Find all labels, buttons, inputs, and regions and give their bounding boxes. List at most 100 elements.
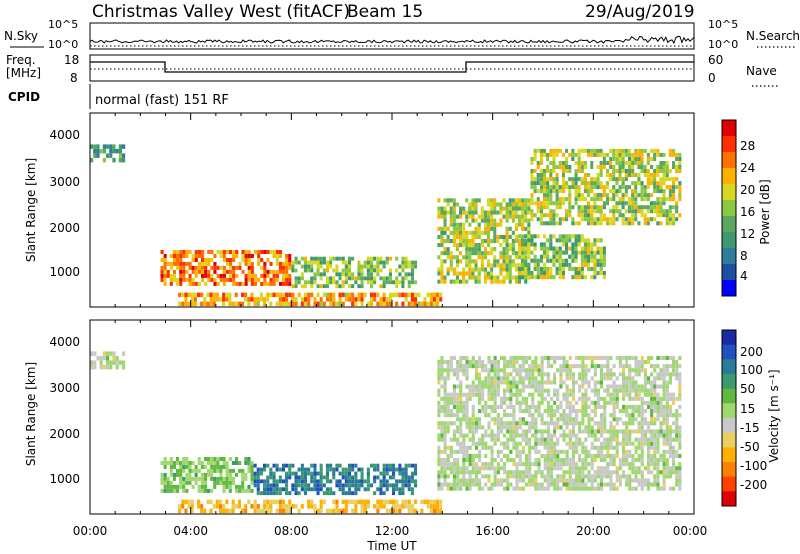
velocity-cell-4 [543, 388, 547, 393]
power-cell-1 [269, 250, 273, 254]
velocity-cell-4 [556, 474, 560, 479]
power-cell-6 [678, 157, 682, 161]
velocity-cell-4 [528, 409, 532, 414]
power-cell-5 [574, 234, 578, 239]
velocity-cell-4 [481, 433, 485, 438]
power-cell-6 [621, 197, 625, 202]
velocity-cbar-tick-200: 200 [740, 345, 763, 359]
velocity-cell-0 [96, 355, 100, 361]
power-cell-6 [659, 189, 663, 194]
power-cell-5 [599, 246, 603, 251]
velocity-cell-4 [612, 404, 616, 409]
power-cell-6 [665, 165, 669, 169]
velocity-cell-4 [656, 400, 660, 405]
velocity-cell-4 [437, 433, 441, 438]
velocity-cell-4 [471, 462, 475, 467]
velocity-cell-4 [631, 396, 635, 401]
power-cell-6 [602, 165, 606, 169]
power-cell-6 [631, 173, 635, 177]
power-cell-4 [518, 275, 522, 280]
velocity-cell-4 [456, 372, 460, 377]
power-cell-4 [452, 267, 456, 272]
velocity-cell-3 [423, 499, 427, 505]
velocity-cell-2 [303, 491, 307, 496]
velocity-cell-2 [300, 479, 304, 484]
power-cell-4 [449, 279, 453, 284]
velocity-cell-4 [618, 466, 622, 471]
power-cell-5 [530, 250, 534, 255]
power-cell-4 [455, 243, 459, 248]
power-cell-3 [366, 301, 370, 307]
velocity-cell-2 [404, 463, 408, 468]
velocity-cell-3 [319, 508, 323, 514]
velocity-cell-4 [540, 384, 544, 389]
power-cell-5 [568, 262, 572, 267]
power-cell-4 [455, 259, 459, 264]
velocity-cell-4 [634, 360, 638, 365]
velocity-cell-3 [325, 508, 329, 514]
velocity-cell-4 [593, 413, 597, 418]
velocity-cell-4 [571, 421, 575, 426]
power-cell-6 [605, 217, 609, 222]
velocity-cell-4 [559, 417, 563, 422]
power-cell-3 [313, 297, 317, 302]
power-cell-6 [612, 152, 616, 157]
velocity-cell-4 [643, 409, 647, 414]
velocity-cell-4 [471, 453, 475, 458]
velocity-cell-4 [559, 404, 563, 409]
velocity-cell-4 [543, 474, 547, 479]
power-cell-2 [360, 280, 364, 285]
velocity-cell-4 [550, 445, 554, 450]
velocity-cell-4 [531, 421, 535, 426]
velocity-cell-3 [395, 504, 399, 509]
velocity-cell-3 [376, 508, 380, 514]
velocity-cell-1 [250, 465, 254, 469]
velocity-cell-4 [515, 453, 519, 458]
power-cell-1 [260, 258, 264, 262]
velocity-cell-4 [499, 368, 503, 373]
velocity-cell-4 [575, 421, 579, 426]
velocity-cell-1 [228, 488, 232, 493]
velocity-cell-4 [443, 445, 447, 450]
velocity-cell-4 [618, 458, 622, 463]
velocity-cell-3 [407, 504, 411, 509]
power-cell-4 [465, 198, 469, 203]
velocity-cell-4 [559, 466, 563, 471]
velocity-cell-4 [618, 384, 622, 389]
power-cell-4 [493, 218, 497, 223]
velocity-cell-4 [568, 462, 572, 467]
velocity-cell-2 [307, 471, 311, 476]
power-cell-3 [357, 292, 361, 298]
power-cell-4 [505, 255, 509, 260]
power-cell-6 [565, 165, 569, 169]
velocity-cell-4 [678, 437, 682, 442]
velocity-cell-4 [546, 376, 550, 381]
power-cell-6 [624, 161, 628, 165]
velocity-cell-4 [571, 453, 575, 458]
power-cell-0 [102, 157, 106, 163]
velocity-cell-4 [653, 368, 657, 373]
power-cell-3 [294, 301, 298, 307]
power-cell-6 [543, 213, 547, 218]
power-cell-6 [590, 165, 594, 169]
velocity-cell-4 [524, 470, 528, 475]
velocity-cell-4 [537, 462, 541, 467]
power-cell-4 [437, 234, 441, 239]
power-cell-6 [662, 201, 666, 206]
velocity-cell-4 [665, 441, 669, 446]
velocity-cell-1 [244, 472, 248, 477]
velocity-cell-4 [553, 355, 557, 360]
velocity-cell-4 [609, 413, 613, 418]
velocity-cell-4 [593, 355, 597, 360]
velocity-cell-4 [474, 474, 478, 479]
velocity-cell-3 [388, 499, 392, 505]
velocity-cell-1 [185, 476, 189, 481]
velocity-cell-4 [612, 372, 616, 377]
velocity-cell-2 [291, 483, 295, 488]
velocity-cell-4 [559, 372, 563, 377]
power-cell-2 [379, 260, 383, 265]
power-cell-5 [602, 254, 606, 259]
power-cell-4 [518, 263, 522, 268]
velocity-cell-2 [319, 463, 323, 468]
velocity-cell-3 [426, 499, 430, 505]
